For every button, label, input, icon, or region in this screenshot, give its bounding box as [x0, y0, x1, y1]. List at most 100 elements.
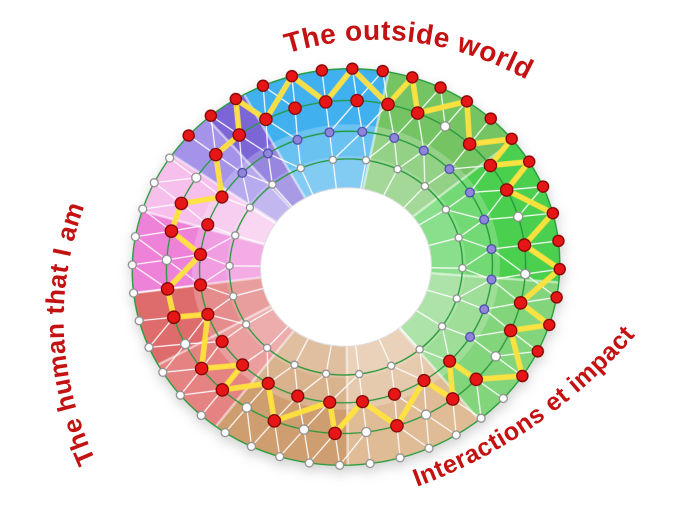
node-red [193, 278, 208, 292]
mesh-line [491, 273, 526, 281]
mesh-line [154, 177, 197, 184]
node-red [460, 95, 474, 108]
node-white [144, 342, 154, 353]
node-white [229, 292, 238, 301]
node-white [161, 254, 173, 266]
mesh-line [246, 407, 253, 447]
node-red [417, 373, 431, 388]
mesh-line [303, 429, 310, 464]
node-red [350, 93, 364, 108]
spoke-line [383, 168, 399, 196]
node-red [553, 262, 566, 276]
node-white [476, 413, 486, 423]
node-white [424, 443, 434, 453]
node-white [458, 263, 467, 273]
mesh-line [267, 152, 302, 169]
node-white [275, 451, 285, 462]
node-red [208, 147, 223, 162]
node-purple [292, 134, 303, 145]
mesh-line [329, 373, 360, 403]
node-white [180, 338, 191, 350]
node-red [215, 334, 229, 349]
node-white [439, 121, 451, 132]
node-red [376, 64, 389, 78]
spoke-line [249, 207, 276, 224]
node-white [225, 261, 234, 271]
node-white [335, 460, 345, 470]
node-red [229, 92, 243, 106]
node-red [462, 137, 477, 151]
mesh-line [279, 429, 305, 458]
node-purple [464, 187, 475, 198]
node-white [451, 430, 461, 440]
node-white [246, 441, 257, 452]
mesh-line [135, 236, 168, 261]
node-red [517, 238, 532, 252]
node-white [268, 180, 277, 189]
node-purple [479, 304, 490, 315]
node-white [498, 393, 508, 404]
node-white [386, 361, 396, 371]
node-white [138, 204, 148, 214]
node-white [196, 410, 206, 421]
node-red [499, 183, 514, 197]
node-white [290, 360, 299, 370]
node-red [406, 71, 419, 84]
node-white [452, 294, 462, 303]
node-white [296, 163, 306, 173]
mesh-line [241, 172, 251, 208]
spoke-line [245, 308, 274, 325]
node-white [304, 458, 314, 468]
node-red [484, 112, 497, 125]
node-red [166, 310, 181, 325]
node-red [174, 196, 189, 211]
node-red [483, 158, 498, 173]
node-red [513, 296, 528, 310]
mesh-line [423, 150, 426, 187]
node-white [134, 316, 144, 326]
node-red [323, 395, 337, 409]
node-red [318, 95, 333, 109]
spoke-line [325, 345, 332, 374]
node-white [321, 369, 331, 379]
node-white [361, 155, 371, 165]
spoke-line [418, 209, 447, 226]
node-red [232, 128, 247, 142]
node-red [542, 318, 556, 332]
node-red [516, 369, 529, 383]
node-white [158, 367, 168, 378]
node-red [315, 64, 329, 77]
mesh-line [242, 172, 273, 186]
spoke-line [266, 325, 289, 349]
mesh-line [180, 389, 223, 396]
label-the-human-that-i-am: The human that I am [40, 198, 101, 470]
node-white [328, 155, 338, 165]
node-white [395, 453, 405, 463]
node-white [393, 164, 402, 174]
mesh-line [458, 219, 485, 239]
node-purple [357, 126, 368, 137]
spoke-line [399, 327, 421, 350]
mesh-line [132, 259, 167, 266]
node-red [256, 79, 270, 93]
node-purple [486, 244, 497, 255]
spoke-line [229, 265, 261, 267]
mesh-line [365, 137, 395, 161]
node-red [390, 418, 404, 433]
node-purple [237, 167, 248, 178]
mesh-line [397, 150, 425, 170]
node-red [259, 112, 273, 127]
mesh-line [425, 414, 430, 449]
node-white [149, 178, 159, 188]
node-red [215, 383, 230, 397]
node-white [298, 424, 310, 435]
node-white [130, 232, 141, 242]
node-red [285, 69, 299, 83]
node-red [503, 323, 518, 338]
mesh-line [224, 407, 248, 433]
node-red [160, 282, 175, 296]
node-red [522, 155, 536, 168]
spoke-line [378, 339, 392, 367]
